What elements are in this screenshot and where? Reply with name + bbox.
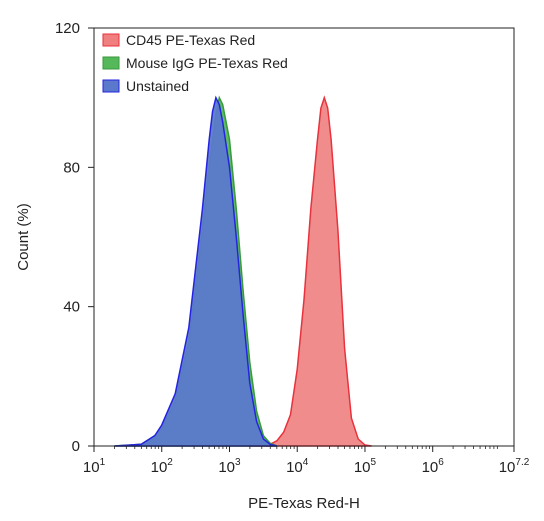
legend-label: CD45 PE-Texas Red [126, 32, 255, 48]
legend-swatch [102, 56, 120, 70]
legend-label: Unstained [126, 78, 189, 94]
plot-area [114, 95, 372, 447]
x-axis-title: PE-Texas Red-H [248, 495, 360, 512]
y-axis-title: Count (%) [15, 203, 32, 271]
series-area-cd45-pe-texas-red [249, 95, 372, 447]
y-tick-label: 80 [63, 159, 80, 176]
x-axis: 101 102 103 104 105 106 107.2 [83, 446, 530, 476]
y-tick-label: 40 [63, 299, 80, 316]
y-tick-label: 120 [55, 20, 80, 37]
x-tick-label: 107.2 [499, 457, 530, 476]
series-area-unstained [114, 95, 278, 447]
x-tick-label: 103 [218, 457, 241, 476]
legend-label: Mouse IgG PE-Texas Red [126, 55, 288, 71]
y-axis: 0 40 80 120 [55, 20, 94, 455]
x-tick-label: 106 [422, 457, 445, 476]
x-tick-label: 105 [354, 457, 377, 476]
plot-frame [93, 27, 515, 447]
y-tick-label: 0 [72, 438, 80, 455]
legend-swatch [102, 79, 120, 93]
legend: CD45 PE-Texas Red Mouse IgG PE-Texas Red U… [102, 32, 288, 94]
legend-swatch [102, 33, 120, 47]
x-tick-label: 102 [151, 457, 174, 476]
x-tick-label: 101 [83, 457, 106, 476]
x-tick-label: 104 [286, 457, 309, 476]
